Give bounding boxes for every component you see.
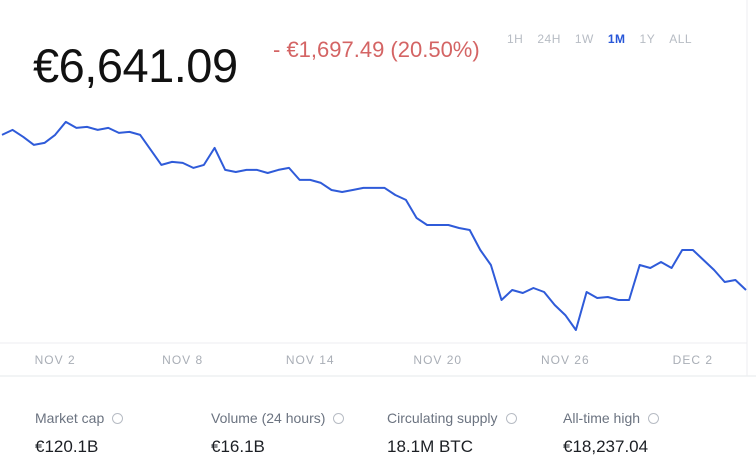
stat-label-text: Volume (24 hours) bbox=[211, 410, 326, 426]
x-tick-label: DEC 2 bbox=[673, 353, 713, 367]
info-icon[interactable] bbox=[333, 412, 345, 424]
stat-label: Volume (24 hours) bbox=[211, 410, 345, 426]
stat-label-text: All-time high bbox=[563, 410, 641, 426]
stat-label: All-time high bbox=[563, 410, 660, 426]
stat-value: €120.1B bbox=[35, 437, 99, 456]
price-line bbox=[1, 120, 747, 331]
x-tick-label: NOV 8 bbox=[162, 353, 203, 367]
stat: Market cap €120.1B bbox=[35, 410, 124, 457]
stat-value: €18,237.04 bbox=[563, 437, 649, 456]
stat: Circulating supply 18.1M BTC bbox=[387, 410, 517, 457]
stat-value: 18.1M BTC bbox=[387, 437, 473, 456]
stat-label: Circulating supply bbox=[387, 410, 517, 426]
price: €6,641.09 bbox=[33, 39, 238, 92]
x-tick-label: NOV 14 bbox=[286, 353, 335, 367]
timeframe-button[interactable]: ALL bbox=[669, 32, 693, 46]
stat-label: Market cap bbox=[35, 410, 124, 426]
x-tick-label: NOV 20 bbox=[413, 353, 462, 367]
stat: All-time high €18,237.04 bbox=[563, 410, 660, 457]
timeframe-button[interactable]: 1W bbox=[574, 32, 594, 46]
timeframe-button[interactable]: 24H bbox=[537, 32, 561, 46]
price-change: - €1,697.49 (20.50%) bbox=[273, 37, 480, 62]
timeframes: 1H 24H 1W 1M 1Y ALL bbox=[500, 32, 699, 46]
x-tick-label: NOV 2 bbox=[35, 353, 76, 367]
timeframe-button[interactable]: 1M bbox=[607, 32, 626, 46]
stat-value: €16.1B bbox=[211, 437, 265, 456]
stat: Volume (24 hours) €16.1B bbox=[211, 410, 345, 457]
timeframe-button[interactable]: 1H bbox=[507, 32, 524, 46]
stat-label-text: Market cap bbox=[35, 410, 105, 426]
x-tick-label: NOV 26 bbox=[541, 353, 590, 367]
stat-label-text: Circulating supply bbox=[387, 410, 498, 426]
info-icon[interactable] bbox=[648, 412, 660, 424]
info-icon[interactable] bbox=[505, 412, 517, 424]
info-icon[interactable] bbox=[112, 412, 124, 424]
timeframe-button[interactable]: 1Y bbox=[639, 32, 656, 46]
